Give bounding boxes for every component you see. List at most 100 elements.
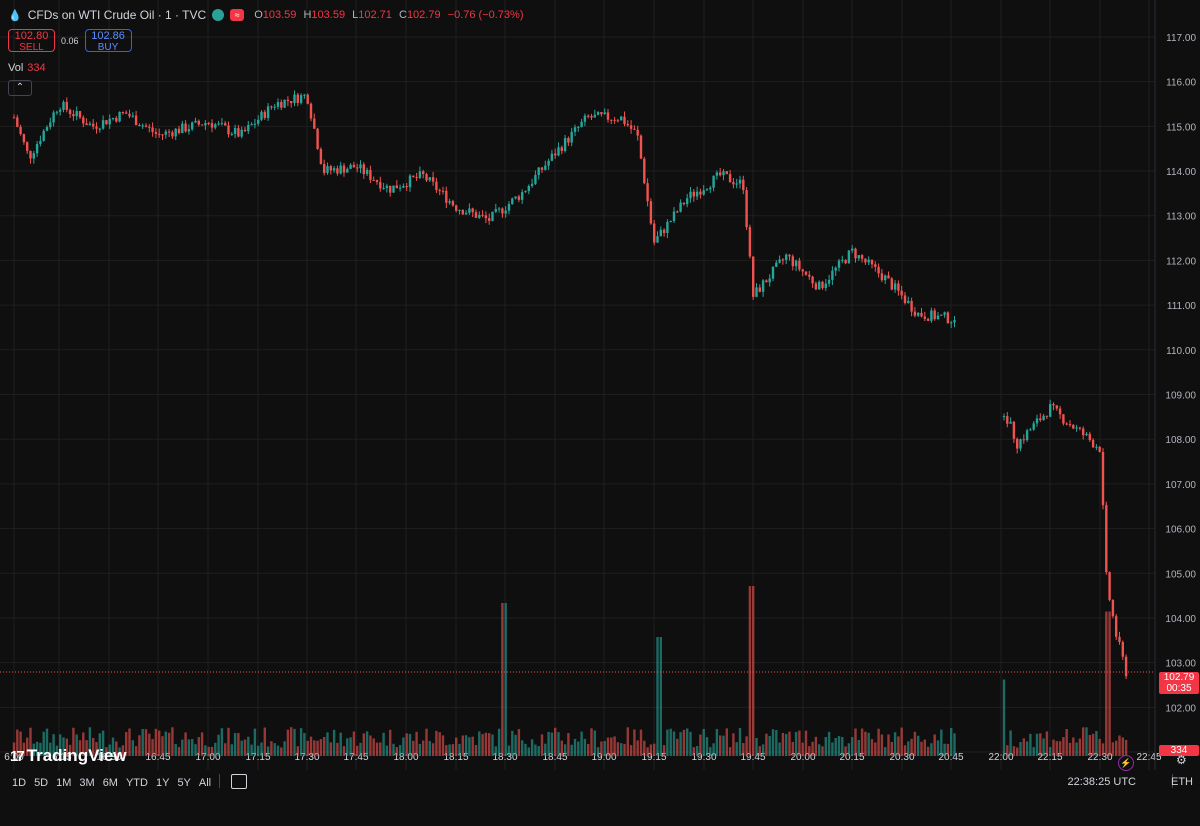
candle-body bbox=[521, 192, 524, 200]
y-tick-label: 107.00 bbox=[1165, 480, 1196, 491]
last-price-value: 102.79 bbox=[1163, 672, 1195, 683]
candle-body bbox=[1124, 656, 1128, 677]
candle-body bbox=[22, 134, 26, 143]
volume-bar bbox=[1091, 733, 1095, 756]
volume-bar bbox=[702, 728, 705, 756]
candle-body bbox=[847, 250, 851, 264]
candle-body bbox=[893, 283, 897, 290]
volume-bar bbox=[847, 743, 851, 756]
candle-body bbox=[342, 165, 346, 173]
candle-body bbox=[75, 111, 78, 117]
y-tick-label: 105.00 bbox=[1165, 569, 1196, 580]
candle-body bbox=[662, 229, 666, 234]
candle-body bbox=[547, 160, 550, 166]
session-toggle[interactable]: ETH bbox=[1171, 776, 1193, 788]
volume-bar bbox=[29, 727, 32, 756]
volume-bar bbox=[62, 737, 65, 756]
candle-body bbox=[237, 128, 240, 137]
candle-body bbox=[45, 127, 49, 131]
volume-bar bbox=[362, 733, 365, 756]
volume-bar bbox=[1108, 611, 1111, 756]
timeframe-ytd[interactable]: YTD bbox=[125, 777, 148, 789]
volume-bar bbox=[200, 732, 204, 756]
sell-button[interactable]: 102.80 SELL bbox=[8, 29, 55, 53]
x-tick-label: 22:00 bbox=[988, 752, 1013, 763]
candle-body bbox=[758, 287, 761, 292]
candle-body bbox=[903, 295, 907, 304]
volume-bar bbox=[887, 734, 890, 756]
candle-body bbox=[134, 115, 138, 126]
change-value: −0.76 (−0.73%) bbox=[447, 9, 524, 21]
candle-body bbox=[788, 254, 791, 257]
volume-bar bbox=[481, 734, 484, 756]
collapse-legend-button[interactable]: ⌃ bbox=[8, 80, 32, 96]
candle-body bbox=[900, 290, 903, 296]
lightning-icon[interactable]: ⚡ bbox=[1118, 755, 1134, 771]
volume-bar bbox=[1039, 733, 1042, 756]
candle-body bbox=[293, 94, 296, 104]
volume-bar bbox=[689, 731, 692, 756]
candle-body bbox=[39, 140, 42, 145]
candle-body bbox=[821, 281, 824, 289]
x-tick-label: 17:15 bbox=[245, 752, 270, 763]
buy-button[interactable]: 102.86 BUY bbox=[84, 29, 132, 53]
candle-body bbox=[775, 262, 778, 267]
volume-bar bbox=[511, 730, 514, 756]
volume-bar bbox=[438, 732, 441, 756]
data-status-icon[interactable]: ≈ bbox=[230, 9, 245, 21]
high-label: H bbox=[303, 9, 312, 21]
volume-bar bbox=[1062, 737, 1065, 756]
volume-bar bbox=[461, 735, 464, 756]
candle-body bbox=[98, 128, 101, 130]
timeframe-all[interactable]: All bbox=[198, 777, 212, 789]
tradingview-logo[interactable]: 17 TradingView bbox=[10, 746, 127, 766]
tradingview-logo-icon: 17 bbox=[10, 747, 25, 765]
x-tick-label: 22:45 bbox=[1136, 752, 1161, 763]
candle-body bbox=[603, 112, 606, 115]
volume-bar bbox=[824, 737, 827, 756]
timeframe-5y[interactable]: 5Y bbox=[177, 777, 191, 789]
candle-body bbox=[197, 120, 200, 125]
volume-bar bbox=[936, 740, 940, 756]
timeframe-5d[interactable]: 5D bbox=[34, 777, 49, 789]
volume-bar bbox=[161, 736, 164, 756]
volume-bar bbox=[52, 734, 55, 756]
volume-legend[interactable]: Vol 334 bbox=[8, 62, 46, 74]
utc-clock[interactable]: 22:38:25 UTC bbox=[1067, 776, 1136, 788]
volume-bar bbox=[950, 727, 953, 756]
candle-body bbox=[913, 311, 917, 316]
timeframe-1y[interactable]: 1Y bbox=[155, 777, 170, 789]
volume-bar bbox=[1085, 727, 1088, 756]
volume-bar bbox=[662, 745, 666, 756]
candle-body bbox=[884, 275, 887, 281]
candle-body bbox=[375, 180, 379, 182]
symbol-header[interactable]: 💧 CFDs on WTI Crude Oil · 1 · TVC ≈ O103… bbox=[8, 8, 528, 22]
volume-bar bbox=[273, 743, 276, 756]
candle-body bbox=[507, 203, 511, 211]
volume-price-label: 334 bbox=[1159, 745, 1199, 756]
volume-bar bbox=[814, 736, 818, 756]
candle-body bbox=[62, 101, 65, 110]
candle-body bbox=[732, 182, 735, 185]
timeframe-3m[interactable]: 3M bbox=[79, 777, 95, 789]
volume-bar bbox=[455, 737, 458, 756]
gear-icon[interactable]: ⚙ bbox=[1176, 753, 1187, 767]
volume-bar bbox=[220, 728, 224, 756]
timeframe-1d[interactable]: 1D bbox=[12, 777, 27, 789]
timeframe-6m[interactable]: 6M bbox=[102, 777, 118, 789]
candle-body bbox=[455, 205, 458, 211]
symbol-title[interactable]: CFDs on WTI Crude Oil · 1 · TVC bbox=[27, 8, 207, 22]
market-status-icon[interactable] bbox=[212, 9, 225, 21]
volume-legend-value: 334 bbox=[27, 62, 46, 74]
candle-body bbox=[715, 172, 719, 176]
candle-body bbox=[118, 112, 121, 122]
volume-bar bbox=[804, 730, 808, 756]
timeframe-1m[interactable]: 1M bbox=[56, 777, 72, 789]
calendar-range-icon[interactable] bbox=[231, 774, 247, 789]
price-chart[interactable]: 117.00 116.00 115.00 114.00 113.00 112.00 111.… bbox=[0, 0, 1200, 770]
ohlc-readout: O103.59 H103.59 L102.71 C102.79 −0.76 (−… bbox=[254, 9, 527, 21]
volume-bar bbox=[794, 731, 798, 756]
volume-bar bbox=[709, 747, 712, 756]
x-tick-label: 19:15 bbox=[641, 752, 666, 763]
candle-body bbox=[55, 111, 59, 113]
